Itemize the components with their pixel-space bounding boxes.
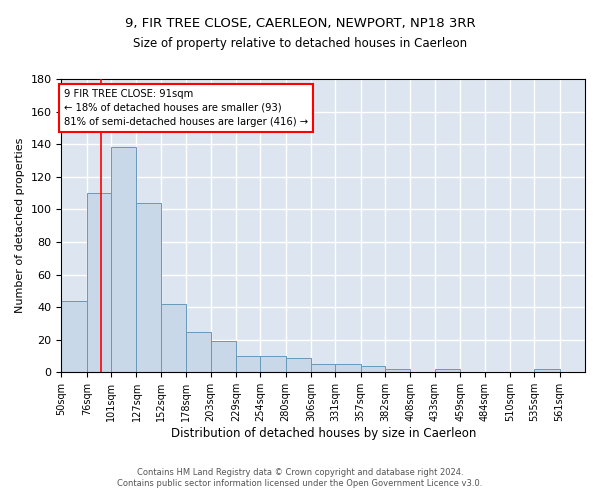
- Bar: [335, 364, 361, 372]
- Bar: [61, 300, 87, 372]
- Text: 9 FIR TREE CLOSE: 91sqm
← 18% of detached houses are smaller (93)
81% of semi-de: 9 FIR TREE CLOSE: 91sqm ← 18% of detache…: [64, 89, 308, 127]
- Bar: [236, 356, 260, 372]
- Text: Size of property relative to detached houses in Caerleon: Size of property relative to detached ho…: [133, 38, 467, 51]
- Text: Contains HM Land Registry data © Crown copyright and database right 2024.
Contai: Contains HM Land Registry data © Crown c…: [118, 468, 482, 487]
- Bar: [260, 356, 286, 372]
- Bar: [361, 366, 385, 372]
- Bar: [435, 369, 460, 372]
- Y-axis label: Number of detached properties: Number of detached properties: [15, 138, 25, 314]
- Bar: [136, 203, 161, 372]
- Bar: [87, 193, 111, 372]
- Bar: [534, 369, 560, 372]
- Bar: [111, 148, 136, 372]
- X-axis label: Distribution of detached houses by size in Caerleon: Distribution of detached houses by size …: [170, 427, 476, 440]
- Bar: [186, 332, 211, 372]
- Bar: [211, 342, 236, 372]
- Bar: [161, 304, 186, 372]
- Bar: [286, 358, 311, 372]
- Text: 9, FIR TREE CLOSE, CAERLEON, NEWPORT, NP18 3RR: 9, FIR TREE CLOSE, CAERLEON, NEWPORT, NP…: [125, 18, 475, 30]
- Bar: [385, 369, 410, 372]
- Bar: [311, 364, 335, 372]
